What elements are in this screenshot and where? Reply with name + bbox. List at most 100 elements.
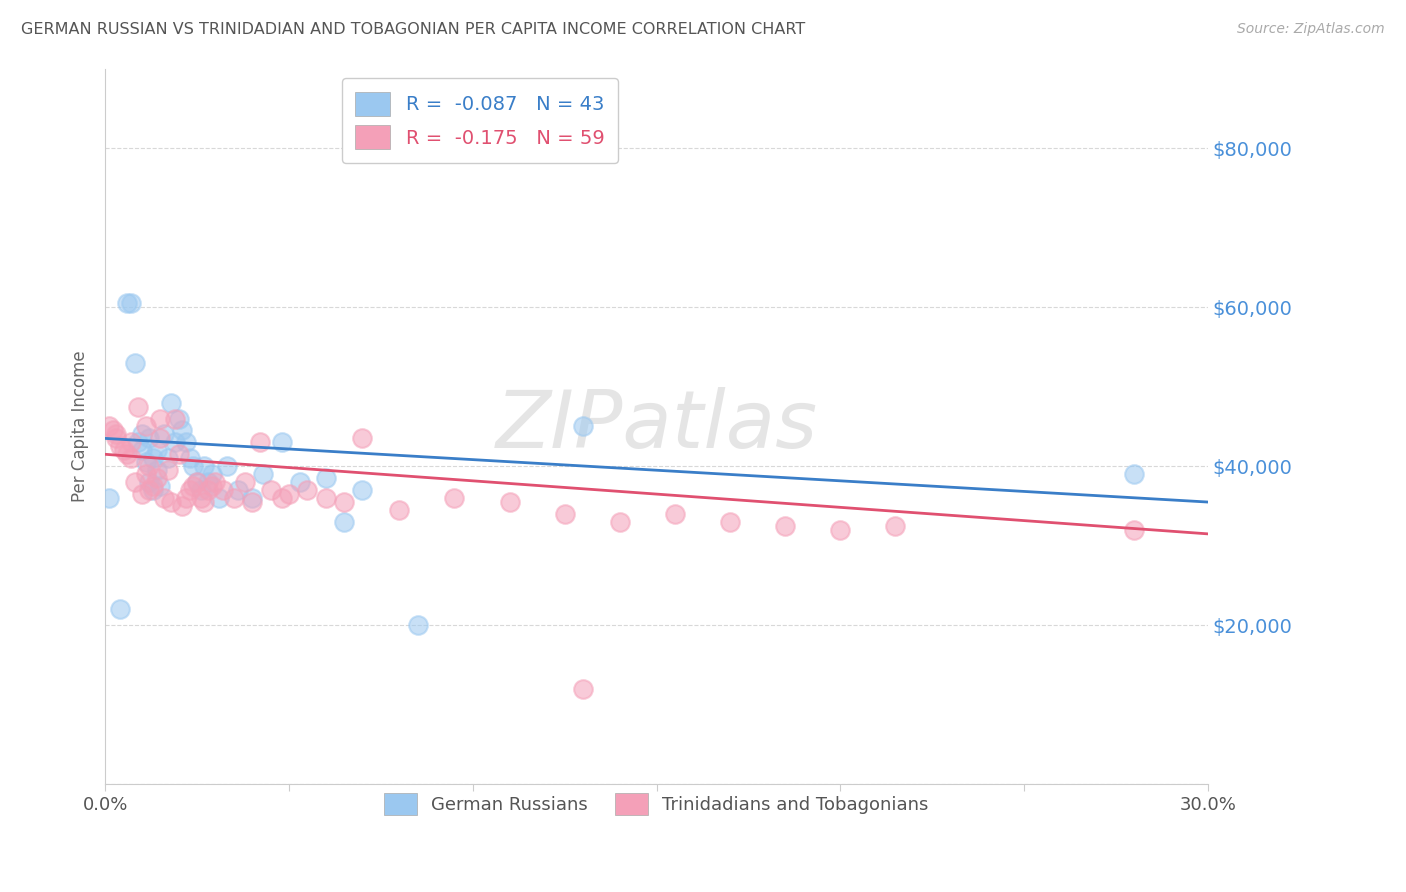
Point — [718, 515, 741, 529]
Point — [297, 483, 319, 497]
Point — [388, 503, 411, 517]
Point — [120, 451, 142, 466]
Point — [142, 483, 165, 497]
Point — [554, 507, 576, 521]
Point — [208, 491, 231, 505]
Point — [186, 475, 208, 490]
Point — [163, 411, 186, 425]
Point — [240, 495, 263, 509]
Point — [215, 459, 238, 474]
Point — [249, 435, 271, 450]
Point — [174, 491, 197, 505]
Point — [315, 471, 337, 485]
Point — [174, 435, 197, 450]
Text: ZIPatlas: ZIPatlas — [495, 387, 818, 466]
Point — [183, 479, 205, 493]
Point — [120, 296, 142, 310]
Point — [105, 427, 128, 442]
Point — [197, 483, 219, 497]
Point — [127, 400, 149, 414]
Point — [197, 475, 219, 490]
Point — [183, 459, 205, 474]
Point — [226, 483, 249, 497]
Point — [172, 499, 194, 513]
Point — [117, 296, 139, 310]
Point — [211, 483, 233, 497]
Point — [240, 491, 263, 505]
Point — [131, 487, 153, 501]
Point — [278, 487, 301, 501]
Point — [138, 459, 160, 474]
Point — [572, 681, 595, 696]
Point — [270, 435, 292, 450]
Point — [108, 439, 131, 453]
Point — [190, 491, 212, 505]
Point — [112, 443, 135, 458]
Point — [443, 491, 465, 505]
Point — [222, 491, 245, 505]
Point — [138, 483, 160, 497]
Point — [127, 435, 149, 450]
Legend: German Russians, Trinidadians and Tobagonians: German Russians, Trinidadians and Tobago… — [374, 781, 939, 825]
Point — [145, 463, 167, 477]
Point — [105, 431, 128, 445]
Point — [333, 515, 356, 529]
Point — [193, 495, 215, 509]
Point — [204, 475, 226, 490]
Point — [149, 431, 172, 445]
Point — [145, 471, 167, 485]
Point — [352, 431, 374, 445]
Point — [1123, 467, 1146, 482]
Point — [153, 427, 176, 442]
Point — [167, 447, 190, 461]
Point — [179, 483, 201, 497]
Point — [149, 411, 172, 425]
Point — [830, 523, 852, 537]
Text: Source: ZipAtlas.com: Source: ZipAtlas.com — [1237, 22, 1385, 37]
Point — [156, 463, 179, 477]
Point — [609, 515, 631, 529]
Point — [193, 459, 215, 474]
Point — [288, 475, 311, 490]
Point — [131, 443, 153, 458]
Point — [190, 483, 212, 497]
Point — [233, 475, 256, 490]
Point — [142, 451, 165, 466]
Point — [135, 467, 157, 482]
Point — [97, 419, 120, 434]
Point — [315, 491, 337, 505]
Point — [252, 467, 274, 482]
Point — [572, 419, 595, 434]
Point — [145, 443, 167, 458]
Text: GERMAN RUSSIAN VS TRINIDADIAN AND TOBAGONIAN PER CAPITA INCOME CORRELATION CHART: GERMAN RUSSIAN VS TRINIDADIAN AND TOBAGO… — [21, 22, 806, 37]
Point — [138, 475, 160, 490]
Point — [201, 479, 224, 493]
Point — [142, 479, 165, 493]
Point — [138, 431, 160, 445]
Point — [153, 491, 176, 505]
Point — [131, 427, 153, 442]
Point — [120, 435, 142, 450]
Point — [270, 491, 292, 505]
Point — [97, 491, 120, 505]
Point — [259, 483, 281, 497]
Point — [101, 424, 124, 438]
Point — [664, 507, 686, 521]
Point — [156, 451, 179, 466]
Point — [160, 395, 183, 409]
Point — [352, 483, 374, 497]
Point — [333, 495, 356, 509]
Point — [163, 435, 186, 450]
Point — [179, 451, 201, 466]
Point — [773, 519, 796, 533]
Point — [135, 419, 157, 434]
Point — [124, 475, 146, 490]
Point — [1123, 523, 1146, 537]
Point — [160, 495, 183, 509]
Point — [498, 495, 520, 509]
Y-axis label: Per Capita Income: Per Capita Income — [72, 351, 89, 502]
Point — [135, 455, 157, 469]
Point — [124, 356, 146, 370]
Point — [406, 618, 429, 632]
Point — [172, 424, 194, 438]
